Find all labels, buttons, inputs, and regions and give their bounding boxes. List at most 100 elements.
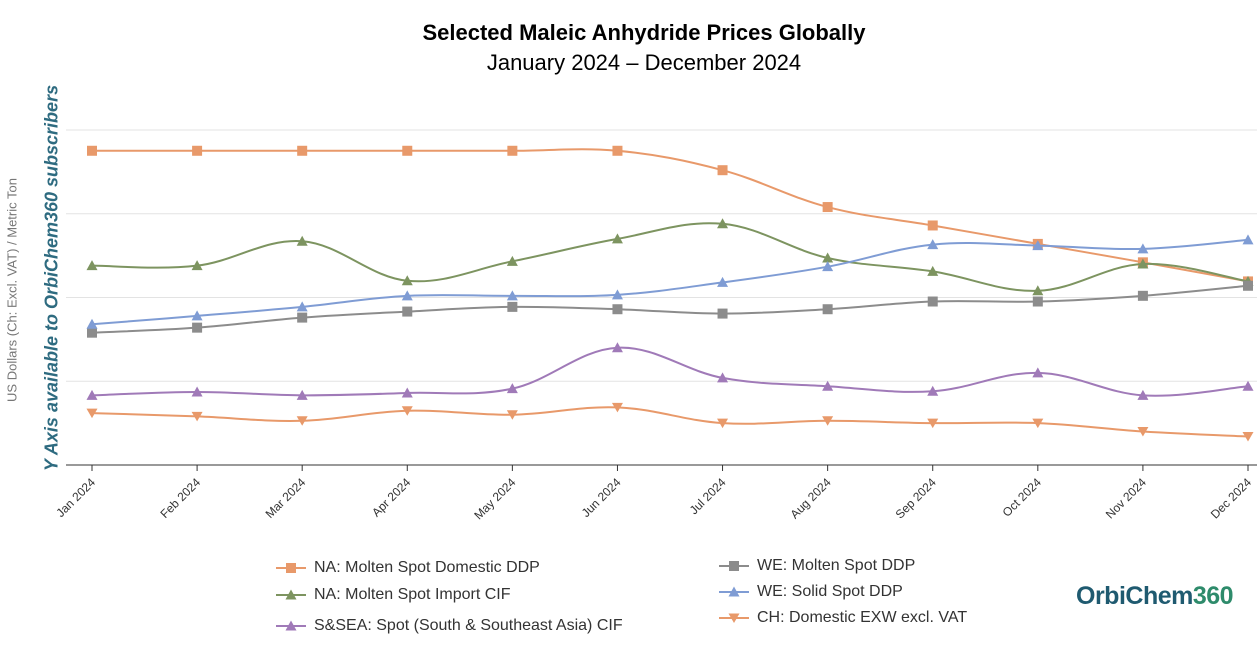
data-point <box>506 410 518 420</box>
data-point <box>822 202 833 213</box>
data-point <box>1137 427 1149 437</box>
data-point <box>191 260 203 271</box>
data-point <box>87 327 97 338</box>
data-point <box>717 308 728 319</box>
data-point <box>191 411 203 422</box>
legend-item[interactable]: WE: Solid Spot DDP <box>719 582 903 602</box>
data-point <box>927 296 938 307</box>
legend-item[interactable]: WE: Molten Spot DDP <box>719 556 915 576</box>
legend-swatch <box>276 589 306 600</box>
legend-item[interactable]: NA: Molten Spot Import CIF <box>276 585 511 605</box>
legend-item[interactable]: NA: Molten Spot Domestic DDP <box>276 558 540 578</box>
legend-label: NA: Molten Spot Import CIF <box>314 586 511 603</box>
data-point <box>717 372 729 383</box>
data-point <box>191 386 203 397</box>
series-line-1 <box>91 222 1249 292</box>
x-tick-label: Apr 2024 <box>369 475 414 520</box>
data-point <box>612 145 623 156</box>
data-point <box>507 145 518 156</box>
data-point <box>611 289 623 300</box>
data-point <box>1032 285 1044 296</box>
x-tick-label: Jan 2024 <box>53 475 98 520</box>
legend-label: S&SEA: Spot (South & Southeast Asia) CIF <box>314 617 623 634</box>
data-point <box>1137 389 1149 400</box>
data-point <box>1032 296 1043 307</box>
data-point <box>401 290 413 301</box>
legend-swatch <box>276 563 306 573</box>
series-line-3 <box>91 284 1249 334</box>
data-point <box>192 145 203 156</box>
data-point <box>717 165 728 176</box>
data-point <box>87 145 97 156</box>
data-point <box>191 310 203 321</box>
data-point <box>717 418 729 429</box>
legend-label: CH: Domestic EXW excl. VAT <box>757 609 968 626</box>
data-point <box>927 220 938 231</box>
data-point <box>296 389 308 400</box>
series-line-4 <box>91 238 1249 326</box>
data-point <box>297 312 308 323</box>
legend-swatch <box>276 620 306 631</box>
data-point <box>611 233 623 244</box>
data-point <box>402 145 413 156</box>
data-point <box>86 389 98 400</box>
data-point <box>1137 290 1148 301</box>
data-point <box>822 380 834 391</box>
data-point <box>822 416 834 426</box>
data-point <box>506 383 518 394</box>
data-point <box>506 255 518 266</box>
data-point <box>717 218 729 229</box>
series-line-0 <box>92 148 1249 283</box>
data-point <box>1137 243 1149 254</box>
data-point <box>1243 280 1253 291</box>
legend-swatch <box>719 613 749 623</box>
data-point <box>296 235 308 246</box>
legend-swatch <box>719 561 749 571</box>
x-tick-label: May 2024 <box>471 475 518 522</box>
data-point <box>1032 418 1044 429</box>
data-point <box>86 318 98 329</box>
data-point <box>822 252 834 263</box>
data-point <box>1137 258 1149 269</box>
data-point <box>86 260 98 271</box>
data-point <box>927 239 939 250</box>
data-point <box>927 385 939 396</box>
legend-label: NA: Molten Spot Domestic DDP <box>314 559 540 576</box>
data-point <box>1242 380 1254 391</box>
chart-subtitle: January 2024 – December 2024 <box>486 50 802 75</box>
data-point <box>611 402 623 413</box>
data-point <box>401 275 413 286</box>
data-point <box>507 301 518 312</box>
legend-item[interactable]: S&SEA: Spot (South & Southeast Asia) CIF <box>276 616 623 636</box>
data-point <box>401 387 413 398</box>
data-point <box>822 304 833 315</box>
x-tick-label: Dec 2024 <box>1208 475 1254 521</box>
data-point <box>822 261 834 272</box>
legend-swatch <box>719 586 749 597</box>
series-line-2 <box>91 346 1249 397</box>
data-point <box>297 145 308 156</box>
legend-label: WE: Solid Spot DDP <box>757 583 903 600</box>
legend-item[interactable]: CH: Domestic EXW excl. VAT <box>719 608 967 628</box>
legend-label: WE: Molten Spot DDP <box>757 557 916 574</box>
orbichem360-logo: OrbiChem360 <box>1076 582 1234 610</box>
data-point <box>402 306 413 317</box>
data-point <box>612 304 623 315</box>
chart-title: Selected Maleic Anhydride Prices Globall… <box>422 20 866 45</box>
x-tick-label: Nov 2024 <box>1103 475 1149 521</box>
data-point <box>611 342 623 353</box>
data-point <box>1032 367 1044 378</box>
data-point <box>401 406 413 416</box>
data-point <box>506 290 518 301</box>
data-point <box>1242 432 1254 442</box>
data-point <box>192 322 203 333</box>
data-point <box>296 416 308 426</box>
x-tick-label: Oct 2024 <box>1000 475 1045 520</box>
data-point <box>86 408 98 419</box>
x-tick-label: Sep 2024 <box>893 475 939 521</box>
x-tick-label: Jul 2024 <box>687 475 729 517</box>
data-point <box>1032 240 1044 251</box>
x-tick-label: Feb 2024 <box>157 475 203 521</box>
data-point <box>927 418 939 429</box>
